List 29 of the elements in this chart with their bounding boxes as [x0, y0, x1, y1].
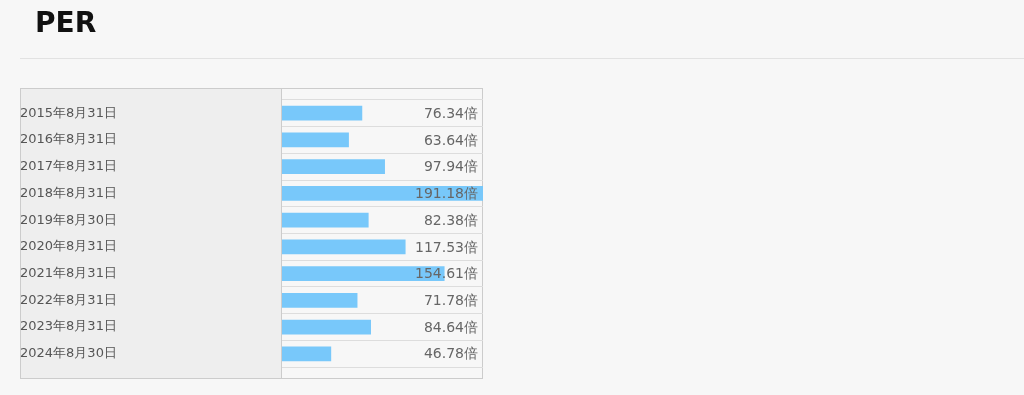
bar	[282, 105, 363, 121]
y-tick-label: 2020年8月31日	[20, 238, 117, 254]
data-label: 82.38倍	[423, 211, 478, 228]
bar	[282, 293, 358, 308]
chart-title: PER	[35, 6, 97, 39]
y-tick-label: 2023年8月31日	[20, 318, 117, 334]
y-tick-label: 2016年8月31日	[20, 131, 117, 147]
data-label: 76.34倍	[423, 104, 478, 121]
data-label: 97.94倍	[423, 158, 478, 175]
y-tick-label: 2019年8月30日	[20, 211, 117, 227]
data-label: 71.78倍	[423, 291, 478, 308]
data-label: 63.64倍	[423, 131, 478, 148]
data-label: 84.64倍	[423, 318, 478, 335]
y-tick-label: 2021年8月31日	[20, 264, 117, 280]
bar	[282, 212, 369, 228]
data-label: 46.78倍	[423, 345, 478, 362]
y-tick-label: 2022年8月31日	[20, 291, 117, 307]
bar	[282, 159, 385, 174]
bar	[282, 132, 349, 148]
y-tick-label: 2018年8月31日	[20, 184, 117, 200]
data-label: 191.18倍	[415, 185, 478, 202]
bar	[282, 319, 371, 335]
y-tick-label: 2024年8月30日	[20, 345, 117, 361]
y-tick-label: 2015年8月31日	[20, 104, 117, 120]
data-label: 117.53倍	[415, 238, 478, 255]
bar	[282, 239, 406, 255]
y-tick-label: 2017年8月31日	[20, 158, 117, 174]
bar	[282, 346, 332, 362]
bar	[282, 186, 483, 201]
